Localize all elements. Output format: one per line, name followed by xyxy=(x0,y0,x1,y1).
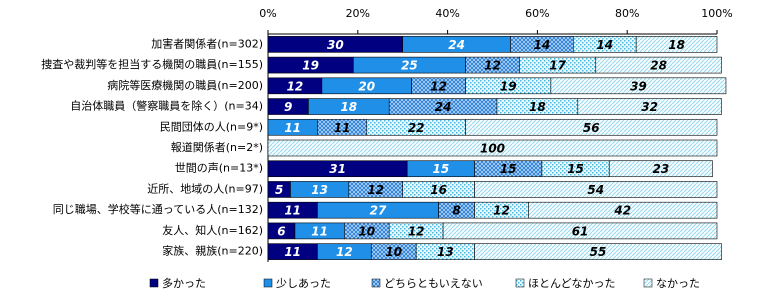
value-label: 20 xyxy=(358,79,375,93)
value-label: 30 xyxy=(327,38,344,52)
legend-label: どちらともいえない xyxy=(384,277,483,290)
value-label: 12 xyxy=(367,183,384,197)
value-label: 12 xyxy=(493,204,510,218)
value-label: 11 xyxy=(284,121,301,135)
value-label: 12 xyxy=(408,224,425,238)
bar-segment xyxy=(528,201,718,219)
value-label: 24 xyxy=(435,100,452,114)
category-label: 家族、親族(n=220) xyxy=(162,244,263,258)
value-label: 12 xyxy=(287,79,304,93)
x-tick-label: 60% xyxy=(525,7,549,20)
value-label: 11 xyxy=(334,121,351,135)
x-tick-label: 20% xyxy=(346,7,370,20)
value-label: 14 xyxy=(596,38,613,52)
x-tick-label: 40% xyxy=(435,7,459,20)
value-label: 22 xyxy=(408,121,425,135)
value-label: 39 xyxy=(630,79,647,93)
value-label: 23 xyxy=(653,162,670,176)
legend-swatch xyxy=(149,278,159,288)
bar-segment xyxy=(267,139,718,157)
value-label: 27 xyxy=(370,204,387,218)
legend-swatch xyxy=(515,278,525,288)
value-label: 17 xyxy=(549,59,566,73)
x-tick-label: 100% xyxy=(701,7,732,20)
value-label: 12 xyxy=(484,59,501,73)
legend-label: なかった xyxy=(656,277,700,290)
value-label: 12 xyxy=(430,79,447,93)
bar-segment xyxy=(442,222,718,240)
value-label: 15 xyxy=(500,162,517,176)
value-label: 42 xyxy=(613,204,631,218)
value-label: 19 xyxy=(302,59,319,73)
value-label: 15 xyxy=(567,162,584,176)
bar-segment xyxy=(465,118,718,136)
x-tick-label: 80% xyxy=(615,7,639,20)
legend-swatch xyxy=(371,278,381,288)
value-label: 16 xyxy=(430,183,447,197)
category-label: 民間団体の人(n=9*) xyxy=(160,119,263,133)
bar-segment xyxy=(595,56,722,74)
legend-swatch xyxy=(263,278,273,288)
value-label: 18 xyxy=(340,100,357,114)
value-label: 56 xyxy=(583,121,600,135)
value-label: 10 xyxy=(358,224,375,238)
value-label: 100 xyxy=(480,142,505,156)
bar-segment xyxy=(577,98,722,115)
bar-segment xyxy=(474,181,718,198)
value-label: 32 xyxy=(641,100,658,114)
legend-label: 少しあった xyxy=(276,277,331,290)
value-label: 10 xyxy=(385,245,402,259)
value-label: 24 xyxy=(448,38,465,52)
value-label: 54 xyxy=(587,183,604,197)
value-label: 19 xyxy=(500,79,517,93)
bar-segment xyxy=(635,36,718,53)
bar-segment xyxy=(474,243,722,260)
category-label: 病院等医療機関の職員(n=200) xyxy=(107,78,263,92)
value-label: 28 xyxy=(650,59,667,73)
value-label: 6 xyxy=(277,224,285,238)
value-label: 14 xyxy=(534,38,551,52)
value-label: 55 xyxy=(590,245,607,259)
value-label: 12 xyxy=(336,245,353,259)
category-label: 友人、知人(n=162) xyxy=(162,223,263,237)
value-label: 9 xyxy=(284,100,292,114)
category-label: 捜査や裁判等を担当する機関の職員(n=155) xyxy=(41,57,263,71)
value-label: 11 xyxy=(284,204,301,218)
legend-label: ほとんどなかった xyxy=(528,277,615,290)
value-label: 8 xyxy=(452,204,460,218)
value-label: 11 xyxy=(284,245,301,259)
value-label: 25 xyxy=(401,59,418,73)
bar-segment xyxy=(550,77,727,95)
value-label: 18 xyxy=(668,38,685,52)
legend-swatch xyxy=(643,278,653,288)
value-label: 18 xyxy=(529,100,546,114)
category-label: 同じ職場、学校等に通っている人(n=132) xyxy=(53,202,263,216)
value-label: 11 xyxy=(311,224,328,238)
legend-label: 多かった xyxy=(162,276,206,290)
bar-segment xyxy=(608,160,713,178)
category-label: 自治体職員（警察職員を除く）(n=34) xyxy=(70,99,263,113)
category-label: 報道関係者(n=2*) xyxy=(171,140,263,154)
value-label: 61 xyxy=(572,224,589,238)
value-label: 13 xyxy=(311,183,328,197)
value-label: 5 xyxy=(275,183,283,197)
category-label: 世間の声(n=13*) xyxy=(175,161,263,175)
value-label: 31 xyxy=(329,162,346,176)
x-tick-label: 0% xyxy=(259,7,276,20)
category-label: 近所、地域の人(n=97) xyxy=(147,182,263,195)
category-label: 加害者関係者(n=302) xyxy=(151,36,263,50)
value-label: 13 xyxy=(437,245,454,259)
value-label: 15 xyxy=(433,162,450,176)
